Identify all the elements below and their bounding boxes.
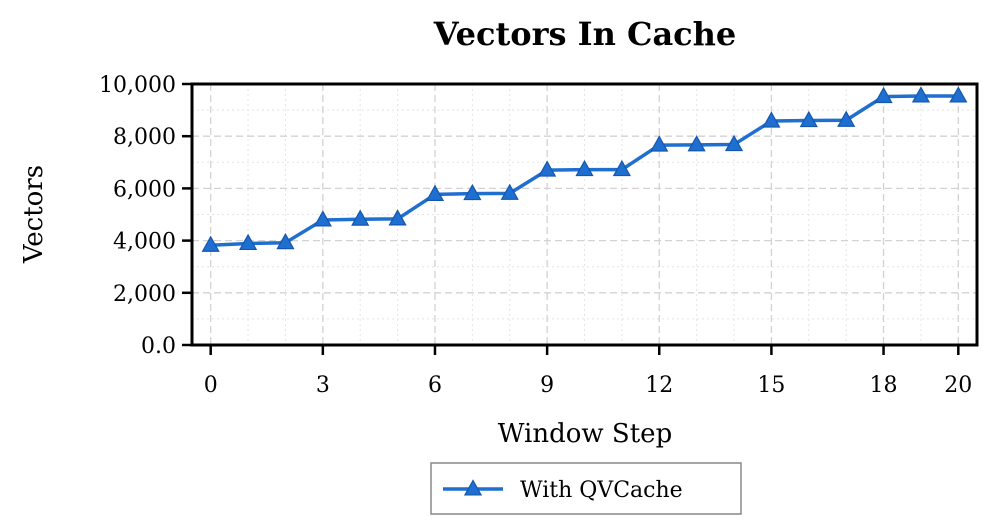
y-tick-label: 0.0 xyxy=(141,334,176,359)
x-tick-label: 0 xyxy=(204,373,218,398)
x-tick-label: 6 xyxy=(428,373,442,398)
data-point-marker xyxy=(650,135,669,152)
x-tick-label: 15 xyxy=(757,373,785,398)
data-point-marker xyxy=(799,110,818,128)
data-point-marker xyxy=(575,159,594,177)
x-tick-label: 20 xyxy=(944,373,972,398)
data-point-marker xyxy=(201,235,220,252)
legend-triangle-marker xyxy=(463,479,483,496)
data-point-marker xyxy=(538,160,557,177)
data-point-marker xyxy=(351,209,370,226)
chart-title: Vectors In Cache xyxy=(433,15,737,53)
y-tick-label: 8,000 xyxy=(113,125,176,150)
data-point-marker xyxy=(837,110,856,127)
y-tick-label: 10,000 xyxy=(99,73,176,98)
x-axis-label: Window Step xyxy=(498,419,672,449)
x-axis-ticks: 0 3 6 9 12 15 18 20 xyxy=(204,345,972,398)
x-tick-label: 3 xyxy=(316,373,330,398)
data-point-marker xyxy=(238,233,258,251)
y-tick-label: 4,000 xyxy=(113,230,176,255)
grid-lines xyxy=(192,83,977,346)
data-point-marker xyxy=(911,86,931,103)
y-tick-label: 6,000 xyxy=(113,177,176,202)
data-point-marker xyxy=(388,209,407,226)
y-axis-ticks: 0.0 2,000 4,000 6,000 8,000 10,000 xyxy=(99,73,192,359)
data-point-marker xyxy=(500,183,519,200)
x-tick-label: 18 xyxy=(870,373,898,398)
data-point-marker xyxy=(276,232,295,250)
data-point-marker xyxy=(313,210,332,227)
data-point-marker xyxy=(687,135,706,152)
data-point-marker xyxy=(463,183,482,201)
data-point-marker xyxy=(762,111,781,128)
data-point-marker xyxy=(612,159,631,177)
data-point-marker xyxy=(874,86,893,104)
y-tick-label: 2,000 xyxy=(113,282,176,307)
data-point-marker xyxy=(724,134,744,152)
data-point-marker xyxy=(425,184,445,201)
plot-frame xyxy=(190,82,979,347)
data-point-marker xyxy=(949,86,968,103)
legend: With QVCache xyxy=(430,462,742,515)
legend-label-with-qvcache: With QVCache xyxy=(520,478,683,503)
series-layer xyxy=(201,86,968,252)
x-tick-label: 9 xyxy=(540,373,554,398)
y-axis-label: Vectors xyxy=(19,165,49,264)
x-tick-label: 12 xyxy=(645,373,673,398)
